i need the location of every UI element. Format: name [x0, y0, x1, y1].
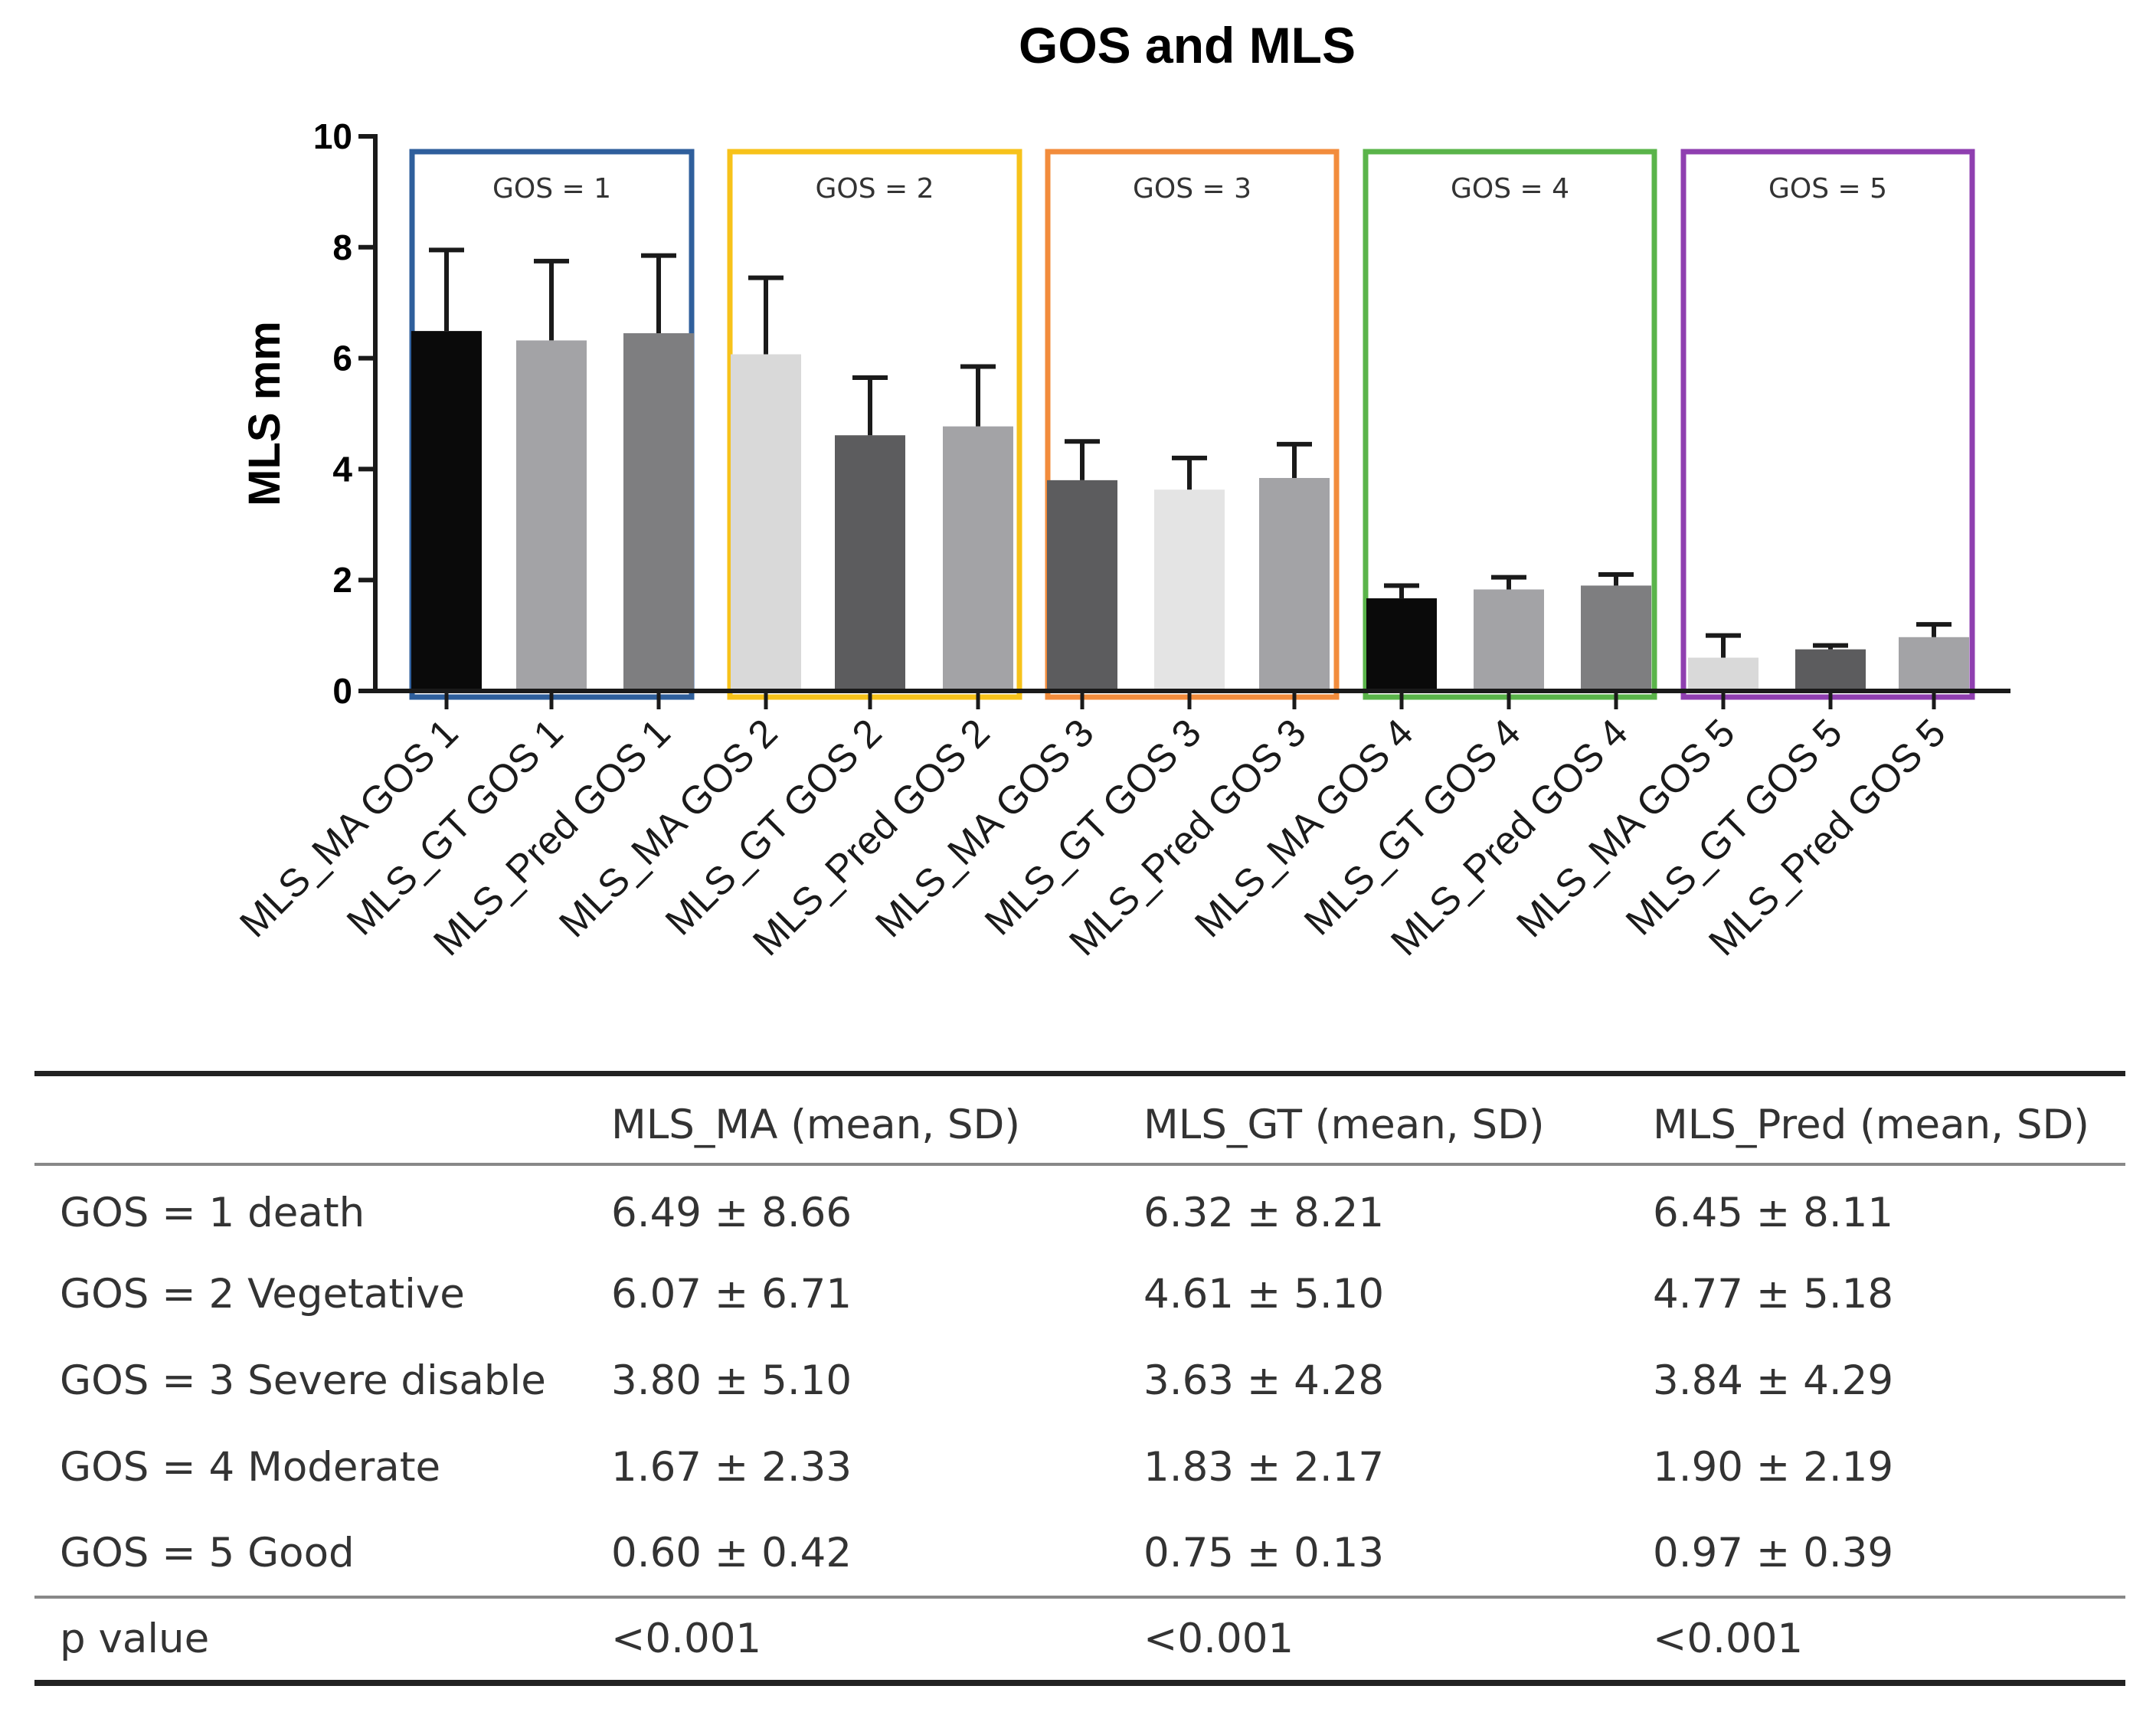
p-value-mls-ma: <0.001: [586, 1595, 1118, 1686]
y-ticks: 0 2 4 6 8 10: [313, 116, 375, 711]
cell-mls-pred: 3.84 ± 4.29: [1653, 1357, 1894, 1404]
table-row: GOS = 5 Good 0.60 ± 0.42 0.75 ± 0.13 0.9…: [34, 1511, 2125, 1597]
cell-mls-gt: 0.75 ± 0.13: [1143, 1529, 1385, 1576]
table-row: GOS = 4 Moderate 1.67 ± 2.33 1.83 ± 2.17…: [34, 1424, 2125, 1511]
row-label: GOS = 1 death: [60, 1189, 365, 1236]
bar: [411, 331, 482, 691]
table-row: GOS = 2 Vegetative 6.07 ± 6.71 4.61 ± 5.…: [34, 1251, 2125, 1337]
gos-group-box: [727, 149, 1022, 700]
gos-group-label: GOS = 3: [1133, 173, 1251, 205]
bar: [1581, 585, 1651, 691]
bar: [1474, 589, 1544, 691]
cell-mls-pred: 4.77 ± 5.18: [1653, 1270, 1894, 1318]
y-axis-label: MLS mm: [240, 321, 290, 506]
y-tick-label: 8: [332, 228, 352, 267]
bar: [1795, 649, 1866, 691]
table-row: GOS = 3 Severe disable 3.80 ± 5.10 3.63 …: [34, 1337, 2125, 1424]
cell-mls-gt: 3.63 ± 4.28: [1143, 1357, 1385, 1404]
gos-group-box: [1680, 149, 1975, 700]
bars: [411, 331, 1969, 691]
table-row: GOS = 1 death 6.49 ± 8.66 6.32 ± 8.21 6.…: [34, 1164, 2125, 1251]
gos-group-boxes: GOS = 1 GOS = 2 GOS = 3 GOS = 4 GOS = 5: [409, 149, 1975, 700]
cell-mls-ma: 6.49 ± 8.66: [611, 1189, 852, 1236]
bar: [731, 354, 801, 691]
cell-mls-ma: 0.60 ± 0.42: [611, 1529, 852, 1576]
y-tick-label: 4: [332, 449, 352, 489]
p-value-mls-gt: <0.001: [1118, 1595, 1628, 1686]
gos-group-label: GOS = 1: [492, 173, 611, 205]
cell-mls-gt: 1.83 ± 2.17: [1143, 1443, 1385, 1491]
cell-mls-pred: 0.97 ± 0.39: [1653, 1529, 1894, 1576]
y-tick-label: 2: [332, 560, 352, 600]
bar: [623, 333, 694, 691]
table-header-row: MLS_MA (mean, SD) MLS_GT (mean, SD) MLS_…: [34, 1071, 2125, 1166]
bar: [1899, 637, 1969, 691]
gos-mls-bar-chart: GOS and MLS MLS mm GOS = 1 GOS = 2 GOS = 3…: [231, 17, 2010, 964]
row-label: GOS = 2 Vegetative: [60, 1270, 465, 1318]
gos-group-label: GOS = 2: [815, 173, 934, 205]
cell-mls-ma: 6.07 ± 6.71: [611, 1270, 852, 1318]
bar: [943, 426, 1013, 691]
gos-group-label: GOS = 5: [1768, 173, 1887, 205]
cell-mls-gt: 4.61 ± 5.10: [1143, 1270, 1385, 1318]
bar: [1047, 480, 1117, 691]
header-mls-pred: MLS_Pred (mean, SD): [1628, 1071, 2125, 1166]
gos-group-label: GOS = 4: [1451, 173, 1569, 205]
table-footer-row: p value <0.001 <0.001 <0.001: [34, 1595, 2125, 1686]
cell-mls-ma: 3.80 ± 5.10: [611, 1357, 852, 1404]
row-label: GOS = 4 Moderate: [60, 1443, 441, 1491]
cell-mls-pred: 6.45 ± 8.11: [1653, 1189, 1894, 1236]
header-mls-ma: MLS_MA (mean, SD): [586, 1071, 1118, 1166]
y-tick-label: 6: [332, 339, 352, 378]
y-tick-label: 10: [313, 116, 352, 156]
header-mls-gt: MLS_GT (mean, SD): [1118, 1071, 1628, 1166]
row-label: GOS = 5 Good: [60, 1529, 355, 1576]
header-blank: [34, 1071, 586, 1166]
cell-mls-pred: 1.90 ± 2.19: [1653, 1443, 1894, 1491]
error-bars: [429, 247, 1952, 658]
bar: [1154, 489, 1225, 691]
row-label: GOS = 3 Severe disable: [60, 1357, 546, 1404]
chart-title: GOS and MLS: [1019, 17, 1356, 74]
p-value-mls-pred: <0.001: [1628, 1595, 2125, 1686]
bar: [835, 435, 905, 691]
cell-mls-ma: 1.67 ± 2.33: [611, 1443, 852, 1491]
stats-table: MLS_MA (mean, SD) MLS_GT (mean, SD) MLS_…: [34, 1071, 2125, 1686]
bar: [1688, 657, 1758, 691]
bar: [516, 340, 587, 691]
p-value-label: p value: [34, 1595, 586, 1686]
bar: [1366, 598, 1437, 691]
gos-group-box: [1045, 149, 1340, 700]
y-tick-label: 0: [332, 671, 352, 711]
cell-mls-gt: 6.32 ± 8.21: [1143, 1189, 1385, 1236]
bar: [1259, 477, 1330, 691]
axes: [373, 134, 2010, 693]
